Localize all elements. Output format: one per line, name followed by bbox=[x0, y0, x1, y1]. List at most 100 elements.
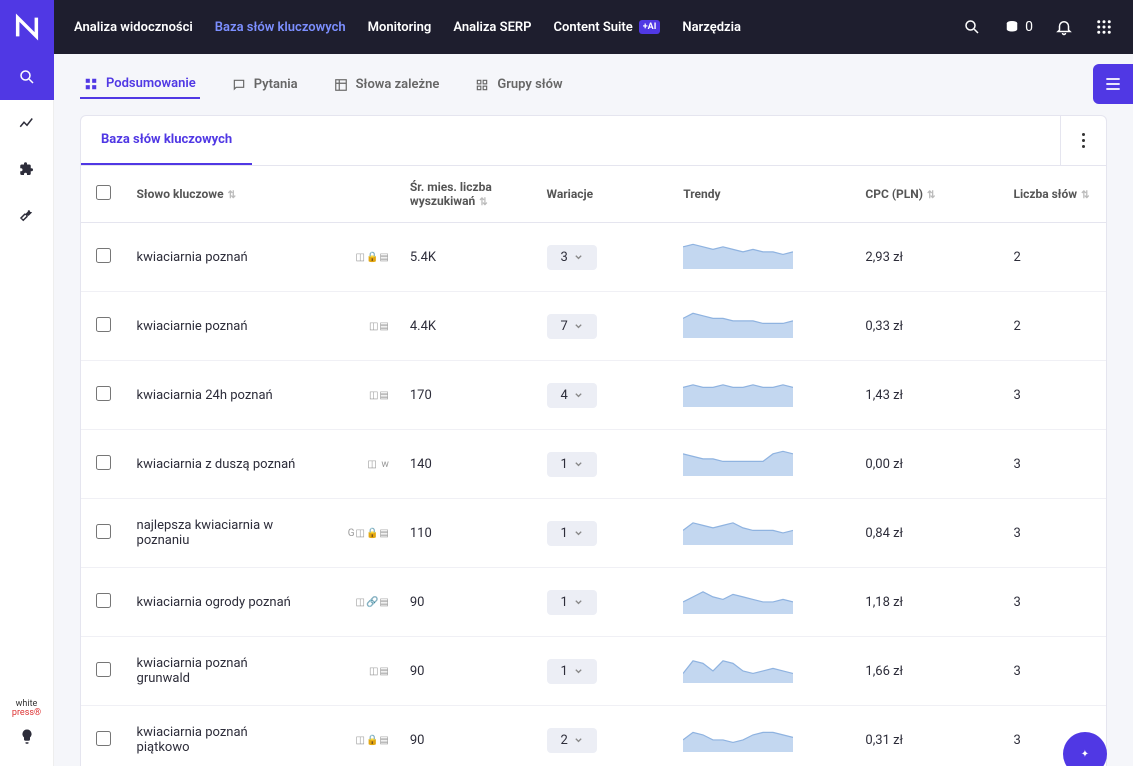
sidebar-search-icon[interactable] bbox=[0, 54, 54, 100]
keyword-text[interactable]: kwiaciarnia ogrody poznań bbox=[137, 595, 291, 610]
row-checkbox[interactable] bbox=[96, 524, 111, 539]
top-bell-icon[interactable] bbox=[1055, 18, 1073, 36]
variations-badge[interactable]: 4 bbox=[547, 383, 597, 408]
keyword-text[interactable]: kwiaciarnia poznań grunwald bbox=[137, 656, 297, 686]
keyword-badges: ◫ w bbox=[367, 459, 389, 470]
table-row: najlepsza kwiaciarnia w poznaniuG◫🔒▤1101… bbox=[81, 499, 1106, 568]
table-row: kwiaciarnia ogrody poznań◫🔗▤901 1,18 zł3 bbox=[81, 568, 1106, 637]
trend-sparkline bbox=[683, 448, 793, 476]
variations-badge[interactable]: 1 bbox=[547, 659, 597, 684]
sidebar-chart-icon[interactable] bbox=[0, 100, 54, 146]
variations-badge[interactable]: 1 bbox=[547, 590, 597, 615]
row-checkbox[interactable] bbox=[96, 731, 111, 746]
row-checkbox[interactable] bbox=[96, 317, 111, 332]
keyword-text[interactable]: najlepsza kwiaciarnia w poznaniu bbox=[137, 518, 297, 548]
panel-tab-active[interactable]: Baza słów kluczowych bbox=[81, 116, 252, 165]
variations-badge[interactable]: 1 bbox=[547, 452, 597, 477]
nav-item-4[interactable]: Content Suite+AI bbox=[554, 20, 661, 35]
sidebar-wrench-icon[interactable] bbox=[0, 192, 54, 238]
cpc-value: 0,31 zł bbox=[855, 706, 1003, 766]
keyword-badges: ◫🔒▤ bbox=[356, 252, 390, 263]
sort-icon[interactable]: ⇅ bbox=[1081, 190, 1089, 201]
row-checkbox[interactable] bbox=[96, 248, 111, 263]
keyword-badges: ◫▤ bbox=[369, 321, 390, 332]
keyword-text[interactable]: kwiaciarnia z duszą poznań bbox=[137, 457, 296, 472]
panel-kebab-menu[interactable] bbox=[1060, 116, 1106, 165]
keyword-badges: ◫▤ bbox=[369, 390, 390, 401]
keywords-panel: Baza słów kluczowych Słowo kluczowe⇅ Śr.… bbox=[80, 115, 1107, 766]
brand-logo[interactable] bbox=[0, 0, 54, 54]
variations-badge[interactable]: 3 bbox=[547, 245, 597, 270]
words-value: 3 bbox=[1003, 637, 1106, 706]
cpc-value: 2,93 zł bbox=[855, 223, 1003, 292]
sub-tab-label: Pytania bbox=[254, 77, 298, 92]
keywords-table: Słowo kluczowe⇅ Śr. mies. liczba wyszuki… bbox=[81, 166, 1106, 766]
trend-sparkline bbox=[683, 241, 793, 269]
searches-value: 90 bbox=[400, 706, 537, 766]
keyword-text[interactable]: kwiaciarnia poznań bbox=[137, 250, 248, 265]
nav-item-1[interactable]: Baza słów kluczowych bbox=[215, 20, 346, 35]
trend-sparkline bbox=[683, 310, 793, 338]
searches-value: 110 bbox=[400, 499, 537, 568]
sub-tab-label: Grupy słów bbox=[497, 77, 562, 92]
sub-tab-0[interactable]: Podsumowanie bbox=[80, 70, 200, 99]
cpc-value: 1,66 zł bbox=[855, 637, 1003, 706]
trend-sparkline bbox=[683, 517, 793, 545]
cpc-value: 1,43 zł bbox=[855, 361, 1003, 430]
searches-value: 5.4K bbox=[400, 223, 537, 292]
whitepress-logo[interactable]: whitepress® bbox=[12, 700, 41, 718]
table-row: kwiaciarnia poznań ◫🔒▤ 5.4K 3 2,93 zł2 bbox=[81, 223, 1106, 292]
table-row: kwiaciarnia z duszą poznań ◫ w 140 1 0,00 z… bbox=[81, 430, 1106, 499]
sub-tab-3[interactable]: Grupy słów bbox=[471, 70, 566, 99]
words-value: 2 bbox=[1003, 223, 1106, 292]
table-row: kwiaciarnia poznań piątkowo ◫🔒▤ 90 2 0,31 z… bbox=[81, 706, 1106, 766]
words-value: 3 bbox=[1003, 361, 1106, 430]
ai-badge: +AI bbox=[639, 20, 661, 34]
nav-item-2[interactable]: Monitoring bbox=[368, 20, 432, 35]
select-all-checkbox[interactable] bbox=[96, 185, 111, 200]
keyword-text[interactable]: kwiaciarnie poznań bbox=[137, 319, 248, 334]
nav-item-5[interactable]: Narzędzia bbox=[682, 20, 741, 35]
keyword-text[interactable]: kwiaciarnia 24h poznań bbox=[137, 388, 273, 403]
row-checkbox[interactable] bbox=[96, 455, 111, 470]
trend-sparkline bbox=[683, 724, 793, 752]
top-apps-icon[interactable] bbox=[1095, 18, 1113, 36]
table-row: kwiaciarnie poznań◫▤4.4K7 0,33 zł2 bbox=[81, 292, 1106, 361]
sub-tab-2[interactable]: Słowa zależne bbox=[330, 70, 444, 99]
sub-tab-1[interactable]: Pytania bbox=[228, 70, 302, 99]
cpc-value: 0,00 zł bbox=[855, 430, 1003, 499]
top-search-icon[interactable] bbox=[963, 18, 981, 36]
credits-value: 0 bbox=[1025, 19, 1033, 35]
searches-value: 90 bbox=[400, 568, 537, 637]
sort-icon[interactable]: ⇅ bbox=[927, 190, 935, 201]
sidebar-puzzle-icon[interactable] bbox=[0, 146, 54, 192]
searches-value: 90 bbox=[400, 637, 537, 706]
words-value: 3 bbox=[1003, 568, 1106, 637]
sort-icon[interactable]: ⇅ bbox=[479, 197, 487, 208]
variations-badge[interactable]: 1 bbox=[547, 521, 597, 546]
row-checkbox[interactable] bbox=[96, 662, 111, 677]
top-credits[interactable]: 0 bbox=[1003, 18, 1033, 36]
trend-sparkline bbox=[683, 655, 793, 683]
row-checkbox[interactable] bbox=[96, 386, 111, 401]
keyword-badges: ◫🔒▤ bbox=[356, 735, 390, 746]
row-checkbox[interactable] bbox=[96, 593, 111, 608]
col-variations-label: Wariacje bbox=[547, 187, 594, 201]
sidebar-bulb-icon[interactable] bbox=[0, 728, 54, 746]
right-drawer-toggle[interactable] bbox=[1093, 64, 1133, 104]
left-sidebar: whitepress® bbox=[0, 0, 54, 766]
searches-value: 140 bbox=[400, 430, 537, 499]
searches-value: 4.4K bbox=[400, 292, 537, 361]
nav-item-3[interactable]: Analiza SERP bbox=[453, 20, 531, 35]
words-value: 3 bbox=[1003, 499, 1106, 568]
keyword-badges: ◫▤ bbox=[369, 666, 390, 677]
keyword-text[interactable]: kwiaciarnia poznań piątkowo bbox=[137, 725, 297, 755]
nav-item-0[interactable]: Analiza widoczności bbox=[74, 20, 193, 35]
col-keyword-label: Słowo kluczowe bbox=[137, 187, 224, 201]
variations-badge[interactable]: 2 bbox=[547, 728, 597, 753]
sort-icon[interactable]: ⇅ bbox=[228, 190, 236, 201]
cpc-value: 0,84 zł bbox=[855, 499, 1003, 568]
sub-tab-label: Podsumowanie bbox=[106, 76, 196, 91]
cpc-value: 0,33 zł bbox=[855, 292, 1003, 361]
variations-badge[interactable]: 7 bbox=[547, 314, 597, 339]
